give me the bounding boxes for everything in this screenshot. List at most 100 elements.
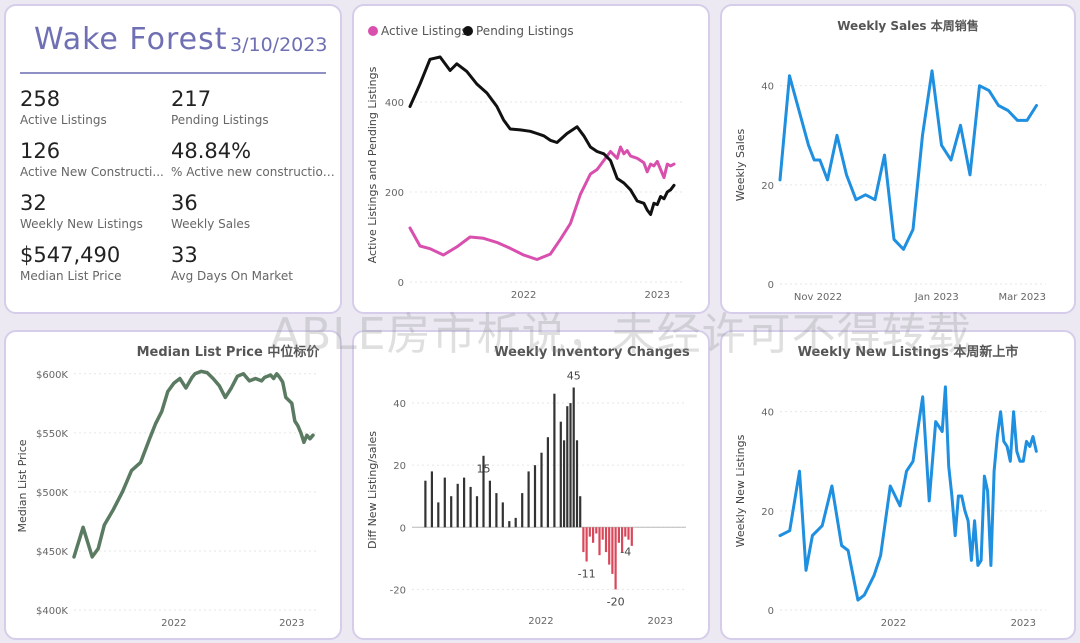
series-line-active-listings	[408, 145, 676, 261]
y-tick-label: 0	[398, 278, 404, 289]
bar	[430, 471, 433, 528]
series-line-weekly-sales	[778, 69, 1038, 251]
weekly-sales-chart[interactable]: 0 20 40 Nov 2022 Jan 2023 Mar 2023 Weekly Sale…	[722, 6, 1074, 312]
legend-label-pending: Pending Listings	[476, 24, 574, 38]
y-tick-label: 200	[385, 188, 404, 199]
series-line-median-list-price	[72, 369, 315, 559]
bar	[572, 387, 575, 528]
chart-title: Weekly Inventory Changes	[494, 345, 690, 360]
y-tick-label: -20	[390, 585, 406, 596]
bar	[469, 486, 472, 528]
bar	[437, 502, 440, 528]
kpi-value: 258	[20, 87, 61, 111]
kpi-label: Active New Constructi...	[20, 165, 164, 179]
listings-chart-card: 0 200 400 2022 2023 Active Listings and Pendi…	[352, 4, 710, 314]
data-label: -20	[607, 595, 625, 608]
legend-label-active: Active Listings	[381, 24, 468, 38]
y-tick-label: 40	[761, 408, 774, 419]
kpi-header: Wake Forest 3/10/2023	[20, 20, 328, 74]
bar	[443, 477, 446, 528]
bar	[630, 527, 633, 546]
chart-title: Median List Price 中位标价	[137, 344, 321, 360]
new-listings-chart-card: 0 20 40 2022 2023 Weekly New Listings Weekly N…	[720, 330, 1076, 640]
x-tick-label: 2022	[161, 618, 186, 629]
bar	[624, 527, 627, 537]
series-line-weekly-new-listings	[778, 385, 1038, 602]
data-label: -11	[578, 567, 596, 580]
bar	[604, 527, 608, 553]
y-tick-label: 0	[768, 280, 774, 291]
chart-title: Weekly Sales 本周销售	[837, 18, 979, 33]
y-tick-label: 0	[768, 606, 774, 617]
y-tick-label: $400K	[36, 606, 68, 617]
x-tick-label: 2022	[881, 618, 906, 629]
bar	[588, 527, 591, 537]
inventory-chart-card: -20 0 20 40 2022 2023 Diff New Listing/sales We…	[352, 330, 710, 640]
kpi-value: 33	[171, 243, 198, 267]
bar	[475, 496, 479, 528]
y-tick-label: 40	[393, 399, 406, 410]
bar	[527, 471, 530, 528]
bar	[501, 502, 504, 528]
bar	[595, 527, 598, 534]
bar	[456, 483, 459, 528]
kpi-card: Wake Forest 3/10/2023 258 Active Listing…	[4, 4, 342, 314]
y-tick-label: $550K	[36, 429, 68, 440]
x-tick-label: Mar 2023	[999, 292, 1047, 303]
bar	[559, 421, 562, 528]
bar	[582, 527, 585, 553]
bar	[540, 452, 543, 528]
kpi-value: $547,490	[20, 243, 121, 267]
bar	[592, 527, 595, 543]
bar	[614, 527, 617, 590]
kpi-label: Weekly New Listings	[20, 217, 143, 231]
bar	[611, 527, 614, 574]
kpi-weekly-sales: 36 Weekly Sales	[171, 190, 331, 232]
kpi-value: 126	[20, 139, 61, 163]
median-price-chart-card: $400K $450K $500K $550K $600K 2022 2023 Median …	[4, 330, 342, 640]
bar	[608, 527, 611, 565]
y-tick-label: 40	[761, 82, 774, 93]
kpi-label: Pending Listings	[171, 113, 269, 127]
bar	[546, 437, 549, 528]
bar	[621, 527, 624, 553]
bar	[514, 517, 517, 528]
listings-chart[interactable]: 0 200 400 2022 2023 Active Listings and Pendi…	[354, 6, 708, 312]
bar	[488, 480, 491, 528]
median-price-chart[interactable]: $400K $450K $500K $550K $600K 2022 2023 Median …	[6, 332, 340, 638]
y-tick-label: 0	[400, 523, 406, 534]
x-tick-label: Jan 2023	[914, 292, 959, 303]
inventory-chart[interactable]: -20 0 20 40 2022 2023 Diff New Listing/sales We…	[354, 332, 708, 638]
bar	[627, 527, 630, 540]
kpi-label: Avg Days On Market	[171, 269, 293, 283]
chart-title: Weekly New Listings 本周新上市	[798, 344, 1019, 360]
legend-marker-pending	[463, 26, 473, 36]
data-label: -4	[620, 546, 631, 559]
y-axis-label: Weekly New Listings	[734, 434, 747, 547]
city-title: Wake Forest	[34, 22, 228, 57]
bar	[598, 527, 601, 556]
y-axis-label: Active Listings and Pending Listings	[366, 66, 379, 263]
kpi-pending-listings: 217 Pending Listings	[171, 86, 331, 128]
kpi-median-list-price: $547,490 Median List Price	[20, 242, 165, 284]
bar	[563, 440, 566, 528]
report-date: 3/10/2023	[230, 34, 328, 56]
y-tick-label: $450K	[36, 547, 68, 558]
kpi-value: 48.84%	[171, 139, 252, 163]
x-tick-label: 2023	[647, 616, 672, 627]
y-axis-label: Median List Price	[16, 439, 29, 532]
bar	[569, 403, 572, 528]
bar	[575, 440, 579, 528]
bar	[601, 527, 604, 540]
data-label: 15	[476, 463, 490, 476]
bar	[495, 493, 498, 528]
kpi-label: Weekly Sales	[171, 217, 251, 231]
y-tick-label: 400	[385, 98, 404, 109]
kpi-label: Active Listings	[20, 113, 107, 127]
data-label: 45	[567, 370, 581, 383]
kpi-weekly-new-listings: 32 Weekly New Listings	[20, 190, 165, 232]
kpi-value: 36	[171, 191, 198, 215]
new-listings-chart[interactable]: 0 20 40 2022 2023 Weekly New Listings Weekly N…	[722, 332, 1074, 638]
x-tick-label: 2022	[528, 616, 553, 627]
bar	[508, 521, 511, 528]
